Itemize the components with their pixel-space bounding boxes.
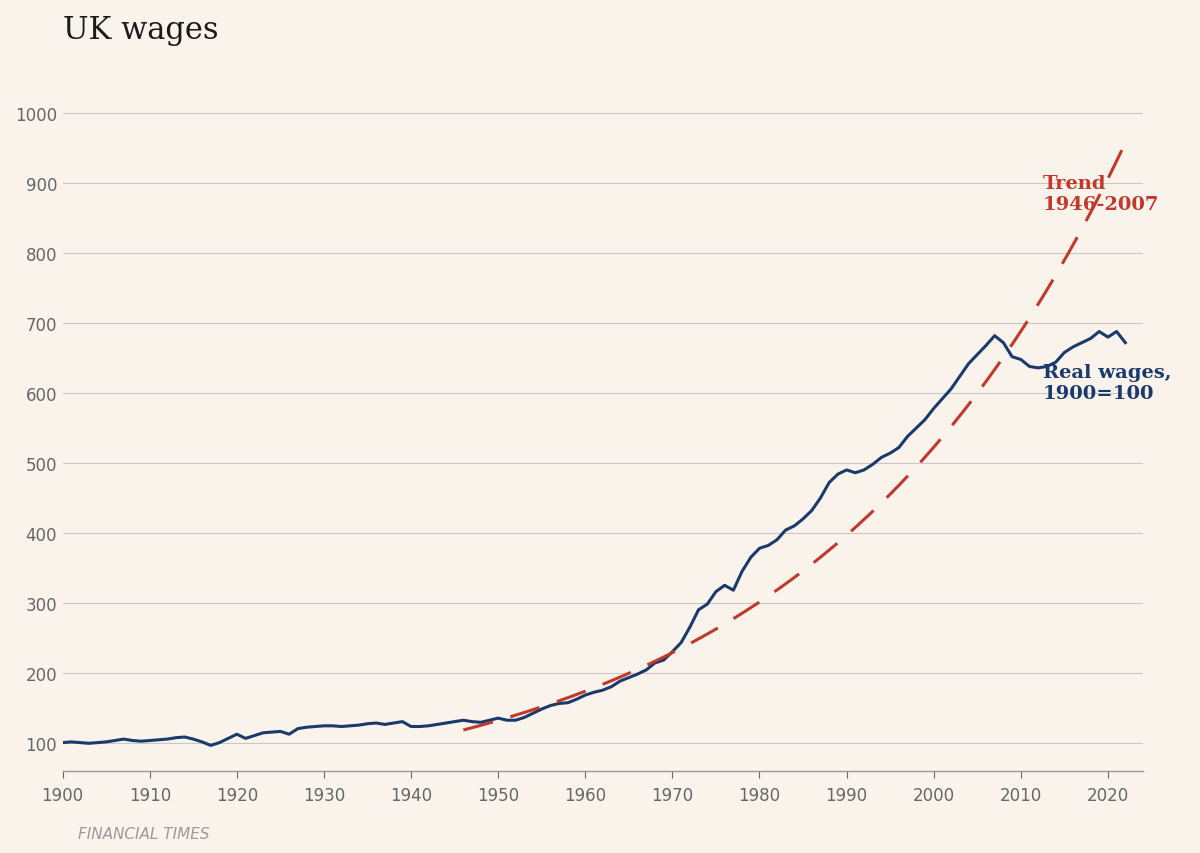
Text: FINANCIAL TIMES: FINANCIAL TIMES: [78, 826, 210, 841]
Text: Real wages,
1900=100: Real wages, 1900=100: [1043, 363, 1171, 403]
Text: UK wages: UK wages: [62, 15, 218, 46]
Text: Trend
1946-2007: Trend 1946-2007: [1043, 175, 1159, 214]
